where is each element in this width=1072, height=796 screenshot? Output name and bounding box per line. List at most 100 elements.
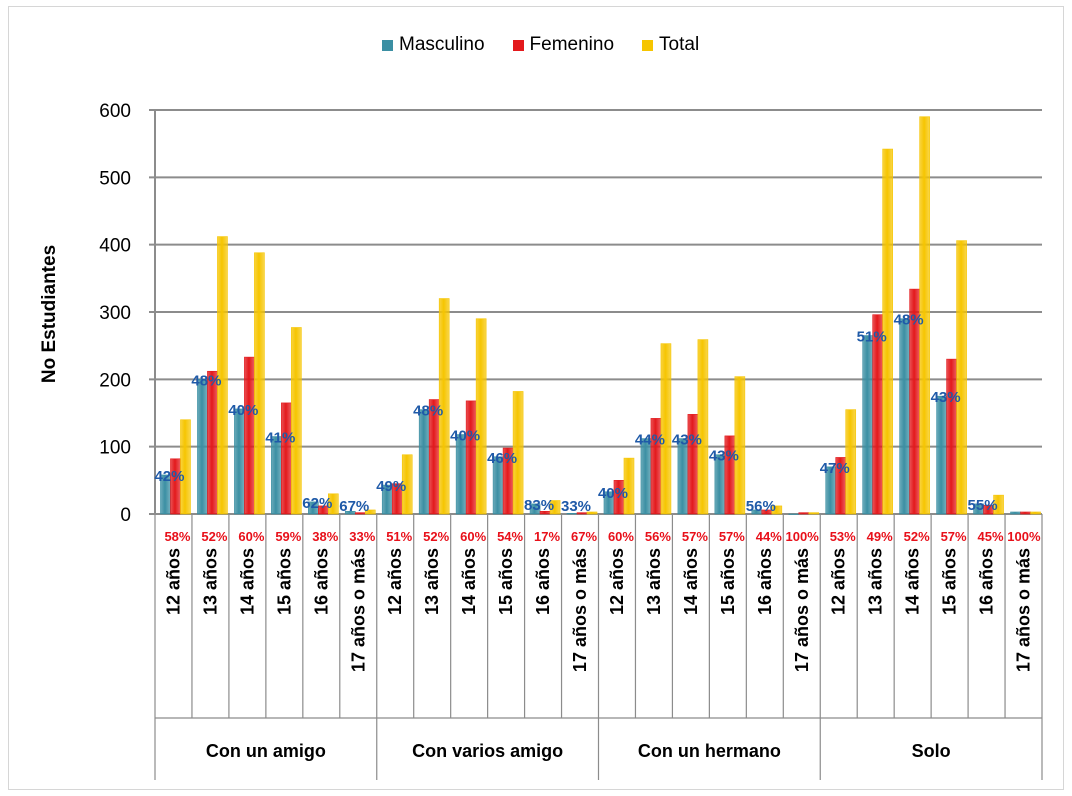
femenino-percent-label: 51% [386,529,412,544]
femenino-percent-label: 57% [719,529,745,544]
masculino-percent-label: 46% [487,450,517,467]
legend-item-femenino: Femenino [512,34,615,56]
bar-total [180,419,191,515]
bar-total [549,500,561,515]
bar-femenino [1020,511,1031,515]
bar-total [217,236,228,515]
bar-total [771,505,783,515]
bar-masculino [234,408,245,515]
masculino-percent-label: 48% [894,312,924,329]
masculino-percent-label: 42% [154,468,184,485]
bar-total [438,298,450,515]
femenino-percent-label: 57% [941,529,967,544]
x-tick-label: 15 años [274,548,294,615]
bar-femenino [244,356,255,515]
x-tick-label: 16 años [533,548,553,615]
femenino-percent-label: 33% [349,529,375,544]
legend-item-total: Total [642,34,699,56]
x-tick-label: 16 años [755,548,775,615]
masculino-percent-label: 43% [709,448,739,465]
masculino-percent-label: 43% [931,389,961,406]
x-tick-label: 17 años o más [792,548,812,672]
femenino-percent-label: 60% [238,529,264,544]
femenino-percent-label: 54% [497,529,523,544]
x-tick-label: 13 años [200,548,220,615]
bar-masculino [418,409,430,515]
x-tick-label: 15 años [496,548,516,615]
bar-masculino [936,395,947,515]
legend-label-femenino: Femenino [529,34,615,55]
masculino-percent-label: 40% [450,428,480,445]
bar-masculino [640,438,652,515]
y-tick-label-400: 400 [99,236,131,257]
bar-total [586,511,598,515]
masculino-percent-label: 67% [339,498,369,515]
legend-label-masculino: Masculino [399,34,485,55]
y-tick-label-200: 200 [99,370,131,391]
legend-label-total: Total [659,34,700,55]
masculino-percent-label: 56% [746,498,776,515]
femenino-percent-label: 100% [1007,529,1041,544]
legend-swatch-total [642,39,654,51]
chart-legend: Masculino Femenino Total [382,34,699,56]
femenino-percent-label: 38% [312,529,338,544]
bar-masculino [455,434,467,515]
bar-femenino [281,402,292,515]
bar-total [993,494,1004,515]
bar-total [1030,511,1041,515]
x-tick-label: 17 años o más [348,548,368,672]
bar-masculino [677,438,689,515]
bar-total [956,240,967,515]
bar-masculino [1010,511,1021,515]
x-tick-label: 16 años [977,548,997,615]
bar-masculino [899,318,910,515]
bar-total [919,116,930,515]
femenino-percent-label: 52% [423,529,449,544]
bar-total [697,339,709,515]
x-tick-label: 16 años [311,548,331,615]
femenino-percent-label: 60% [608,529,634,544]
x-tick-label: 17 años o más [1014,548,1034,672]
bar-total [512,391,524,515]
x-tick-label: 12 años [829,548,849,615]
femenino-percent-label: 53% [830,529,856,544]
bar-total [734,376,746,515]
bar-femenino [946,358,957,515]
bar-total [660,343,672,515]
y-tick-label-600: 600 [99,101,131,122]
femenino-percent-label: 67% [571,529,597,544]
masculino-percent-label: 47% [820,460,850,477]
femenino-percent-label: 52% [201,529,227,544]
bar-masculino [197,379,208,515]
bar-total [401,454,413,515]
femenino-percent-label: 59% [275,529,301,544]
bar-total [364,509,376,515]
group-label: Con varios amigo [412,741,563,761]
femenino-percent-label: 45% [978,529,1004,544]
legend-swatch-femenino [512,39,524,51]
x-tick-label: 14 años [459,548,479,615]
bar-total [328,493,339,515]
legend-swatch-masculino [382,39,393,51]
bar-total [623,457,635,515]
bar-femenino [687,414,699,515]
bar-femenino [798,512,810,515]
x-tick-label: 15 años [940,548,960,615]
masculino-percent-label: 62% [302,495,332,512]
bar-masculino [271,436,282,515]
masculino-percent-label: 41% [265,430,295,447]
group-label: Con un amigo [206,741,326,761]
masculino-percent-label: 40% [228,402,258,419]
femenino-percent-label: 44% [756,529,782,544]
femenino-percent-label: 57% [682,529,708,544]
femenino-percent-label: 49% [867,529,893,544]
masculino-percent-label: 51% [857,329,887,346]
bar-total [254,252,265,515]
masculino-percent-label: 83% [524,497,554,514]
bar-masculino [862,335,873,515]
x-tick-label: 14 años [903,548,923,615]
y-tick-label-300: 300 [99,303,131,324]
femenino-percent-label: 60% [460,529,486,544]
x-tick-label: 12 años [607,548,627,615]
y-axis-title: No Estudiantes [39,244,60,384]
